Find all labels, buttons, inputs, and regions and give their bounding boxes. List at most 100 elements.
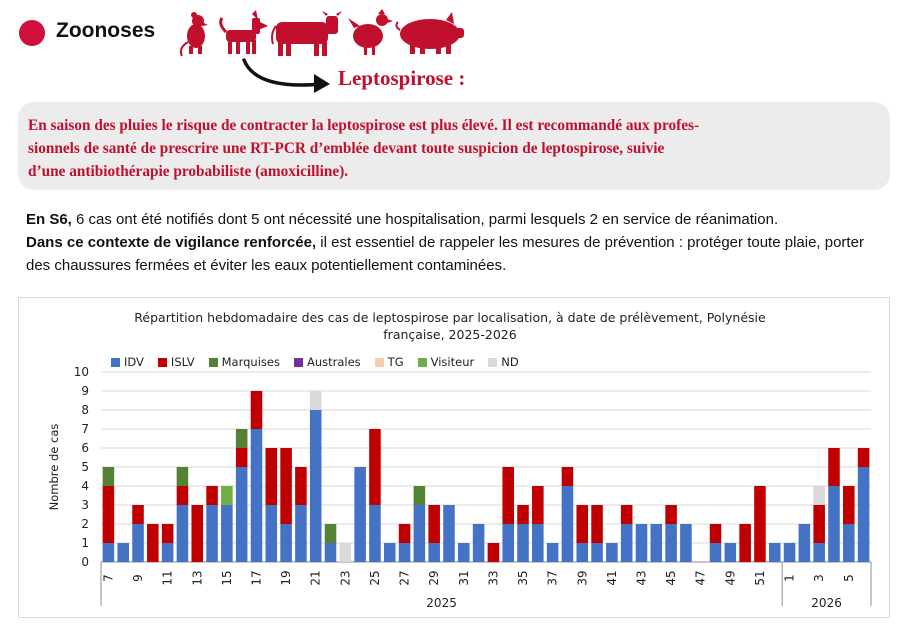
y-tick-label: 9 <box>81 384 89 398</box>
bar-segment-idv <box>561 486 574 562</box>
legend-item: Australes <box>293 355 361 369</box>
bar-segment-nd <box>339 543 352 562</box>
legend-swatch <box>374 357 384 367</box>
y-tick-label: 8 <box>81 403 89 417</box>
y-tick-label: 0 <box>81 555 89 569</box>
legend-label: Marquises <box>221 355 280 369</box>
y-tick-label: 2 <box>81 517 89 531</box>
legend-label: Australes <box>306 355 361 369</box>
bar-segment-idv <box>576 543 589 562</box>
legend-label: ND <box>501 355 519 369</box>
bar-segment-idv <box>235 467 248 562</box>
bar-segment-idv <box>709 543 722 562</box>
bar-segment-islv <box>502 467 514 524</box>
bar-segment-islv <box>620 505 633 524</box>
bar-segment-idv <box>132 524 144 562</box>
bar-segment-islv <box>561 467 574 486</box>
alert-line: En saison des pluies le risque de contra… <box>28 117 700 134</box>
bar-segment-idv <box>650 524 663 562</box>
bar-segment-idv <box>295 505 307 562</box>
chart-title-line: française, 2025-2026 <box>383 327 517 342</box>
bar-segment-idv <box>443 505 455 562</box>
legend-swatch <box>488 357 498 367</box>
bar-segment-idv <box>813 543 825 562</box>
x-tick-label: 11 <box>161 570 175 585</box>
bar-segment-islv <box>532 486 544 524</box>
bar-segment-idv <box>665 524 677 562</box>
x-tick-label: 27 <box>398 570 412 585</box>
x-tick-label: 25 <box>368 570 382 585</box>
legend-label: TG <box>387 355 404 369</box>
chart-legend: IDV ISLV Marquises Australes TG Visiteur ND <box>111 355 519 369</box>
bar-segment-islv <box>369 429 381 505</box>
bar-segment-idv <box>620 524 633 562</box>
bar-segment-idv <box>606 543 618 562</box>
rat-icon <box>179 12 208 57</box>
year-label: 2026 <box>811 596 842 610</box>
bar-segment-islv <box>280 448 292 524</box>
x-tick-label: 19 <box>279 570 293 585</box>
bar-segment-idv <box>517 524 529 562</box>
bar-segment-idv <box>635 524 648 562</box>
body-sentence: 6 cas ont été notifiés dont 5 ont nécess… <box>71 211 779 228</box>
bar-segment-idv <box>591 543 603 562</box>
bar-segment-idv <box>309 410 322 562</box>
y-tick-label: 7 <box>81 422 89 436</box>
bar-segment-idv <box>458 543 470 562</box>
bar-segment-islv <box>428 505 440 543</box>
x-tick-label: 9 <box>131 574 145 582</box>
bar-segment-islv <box>102 486 115 543</box>
bar-segment-idv <box>398 543 411 562</box>
bar-segment-idv <box>102 543 115 562</box>
x-tick-label: 31 <box>457 570 471 585</box>
dog-icon <box>219 10 268 54</box>
x-tick-label: 37 <box>546 570 560 585</box>
y-tick-label: 3 <box>81 498 89 512</box>
bar-segment-idv <box>857 467 870 562</box>
bar-segment-islv <box>591 505 603 543</box>
alert-box <box>18 102 890 190</box>
y-axis-label: Nombre de cas <box>47 424 61 511</box>
legend-swatch <box>157 357 167 367</box>
bar-segment-idv <box>680 524 692 562</box>
year-label: 2025 <box>426 596 457 610</box>
bar-segment-islv <box>576 505 589 543</box>
bar-segment-idv <box>843 524 855 562</box>
bar-segment-marquises <box>324 524 337 543</box>
bar-segment-idv <box>176 505 189 562</box>
bar-segment-islv <box>250 391 263 429</box>
x-tick-label: 21 <box>309 570 323 585</box>
body-sentence: il est essentiel de rappeler les mesures… <box>26 234 864 274</box>
chart-title-line: Répartition hebdomadaire des cas de lept… <box>134 310 766 325</box>
bar-segment-nd <box>813 486 825 505</box>
bar-segment-idv <box>265 505 278 562</box>
bar-segment-idv <box>768 543 781 562</box>
body-lead: Dans ce contexte de vigilance renforcée, <box>26 234 317 251</box>
y-tick-label: 4 <box>81 479 89 493</box>
body-lead: En S6, <box>26 211 72 228</box>
x-tick-label: 33 <box>486 570 500 585</box>
bar-segment-idv <box>828 486 840 562</box>
bar-segment-islv <box>235 448 248 467</box>
legend-item: TG <box>374 355 404 369</box>
bar-segment-idv <box>206 505 218 562</box>
bar-segment-marquises <box>176 467 189 486</box>
bar-segment-islv <box>206 486 218 505</box>
x-tick-label: 45 <box>664 570 678 585</box>
bar-segment-idv <box>354 467 366 562</box>
x-tick-label: 1 <box>783 574 797 582</box>
legend-item: ISLV <box>157 355 195 369</box>
y-tick-label: 5 <box>81 460 89 474</box>
x-tick-label: 15 <box>220 570 234 585</box>
bar-segment-idv <box>250 429 263 562</box>
cow-icon <box>271 11 342 56</box>
pig-icon <box>395 12 464 54</box>
x-tick-label: 17 <box>249 570 263 585</box>
alert-line: d’une antibiothérapie probabiliste (amox… <box>28 163 349 180</box>
bar-segment-idv <box>117 543 129 562</box>
legend-label: IDV <box>124 355 144 369</box>
legend-swatch <box>417 357 427 367</box>
x-tick-label: 13 <box>190 570 204 585</box>
bar-segment-idv <box>724 543 737 562</box>
